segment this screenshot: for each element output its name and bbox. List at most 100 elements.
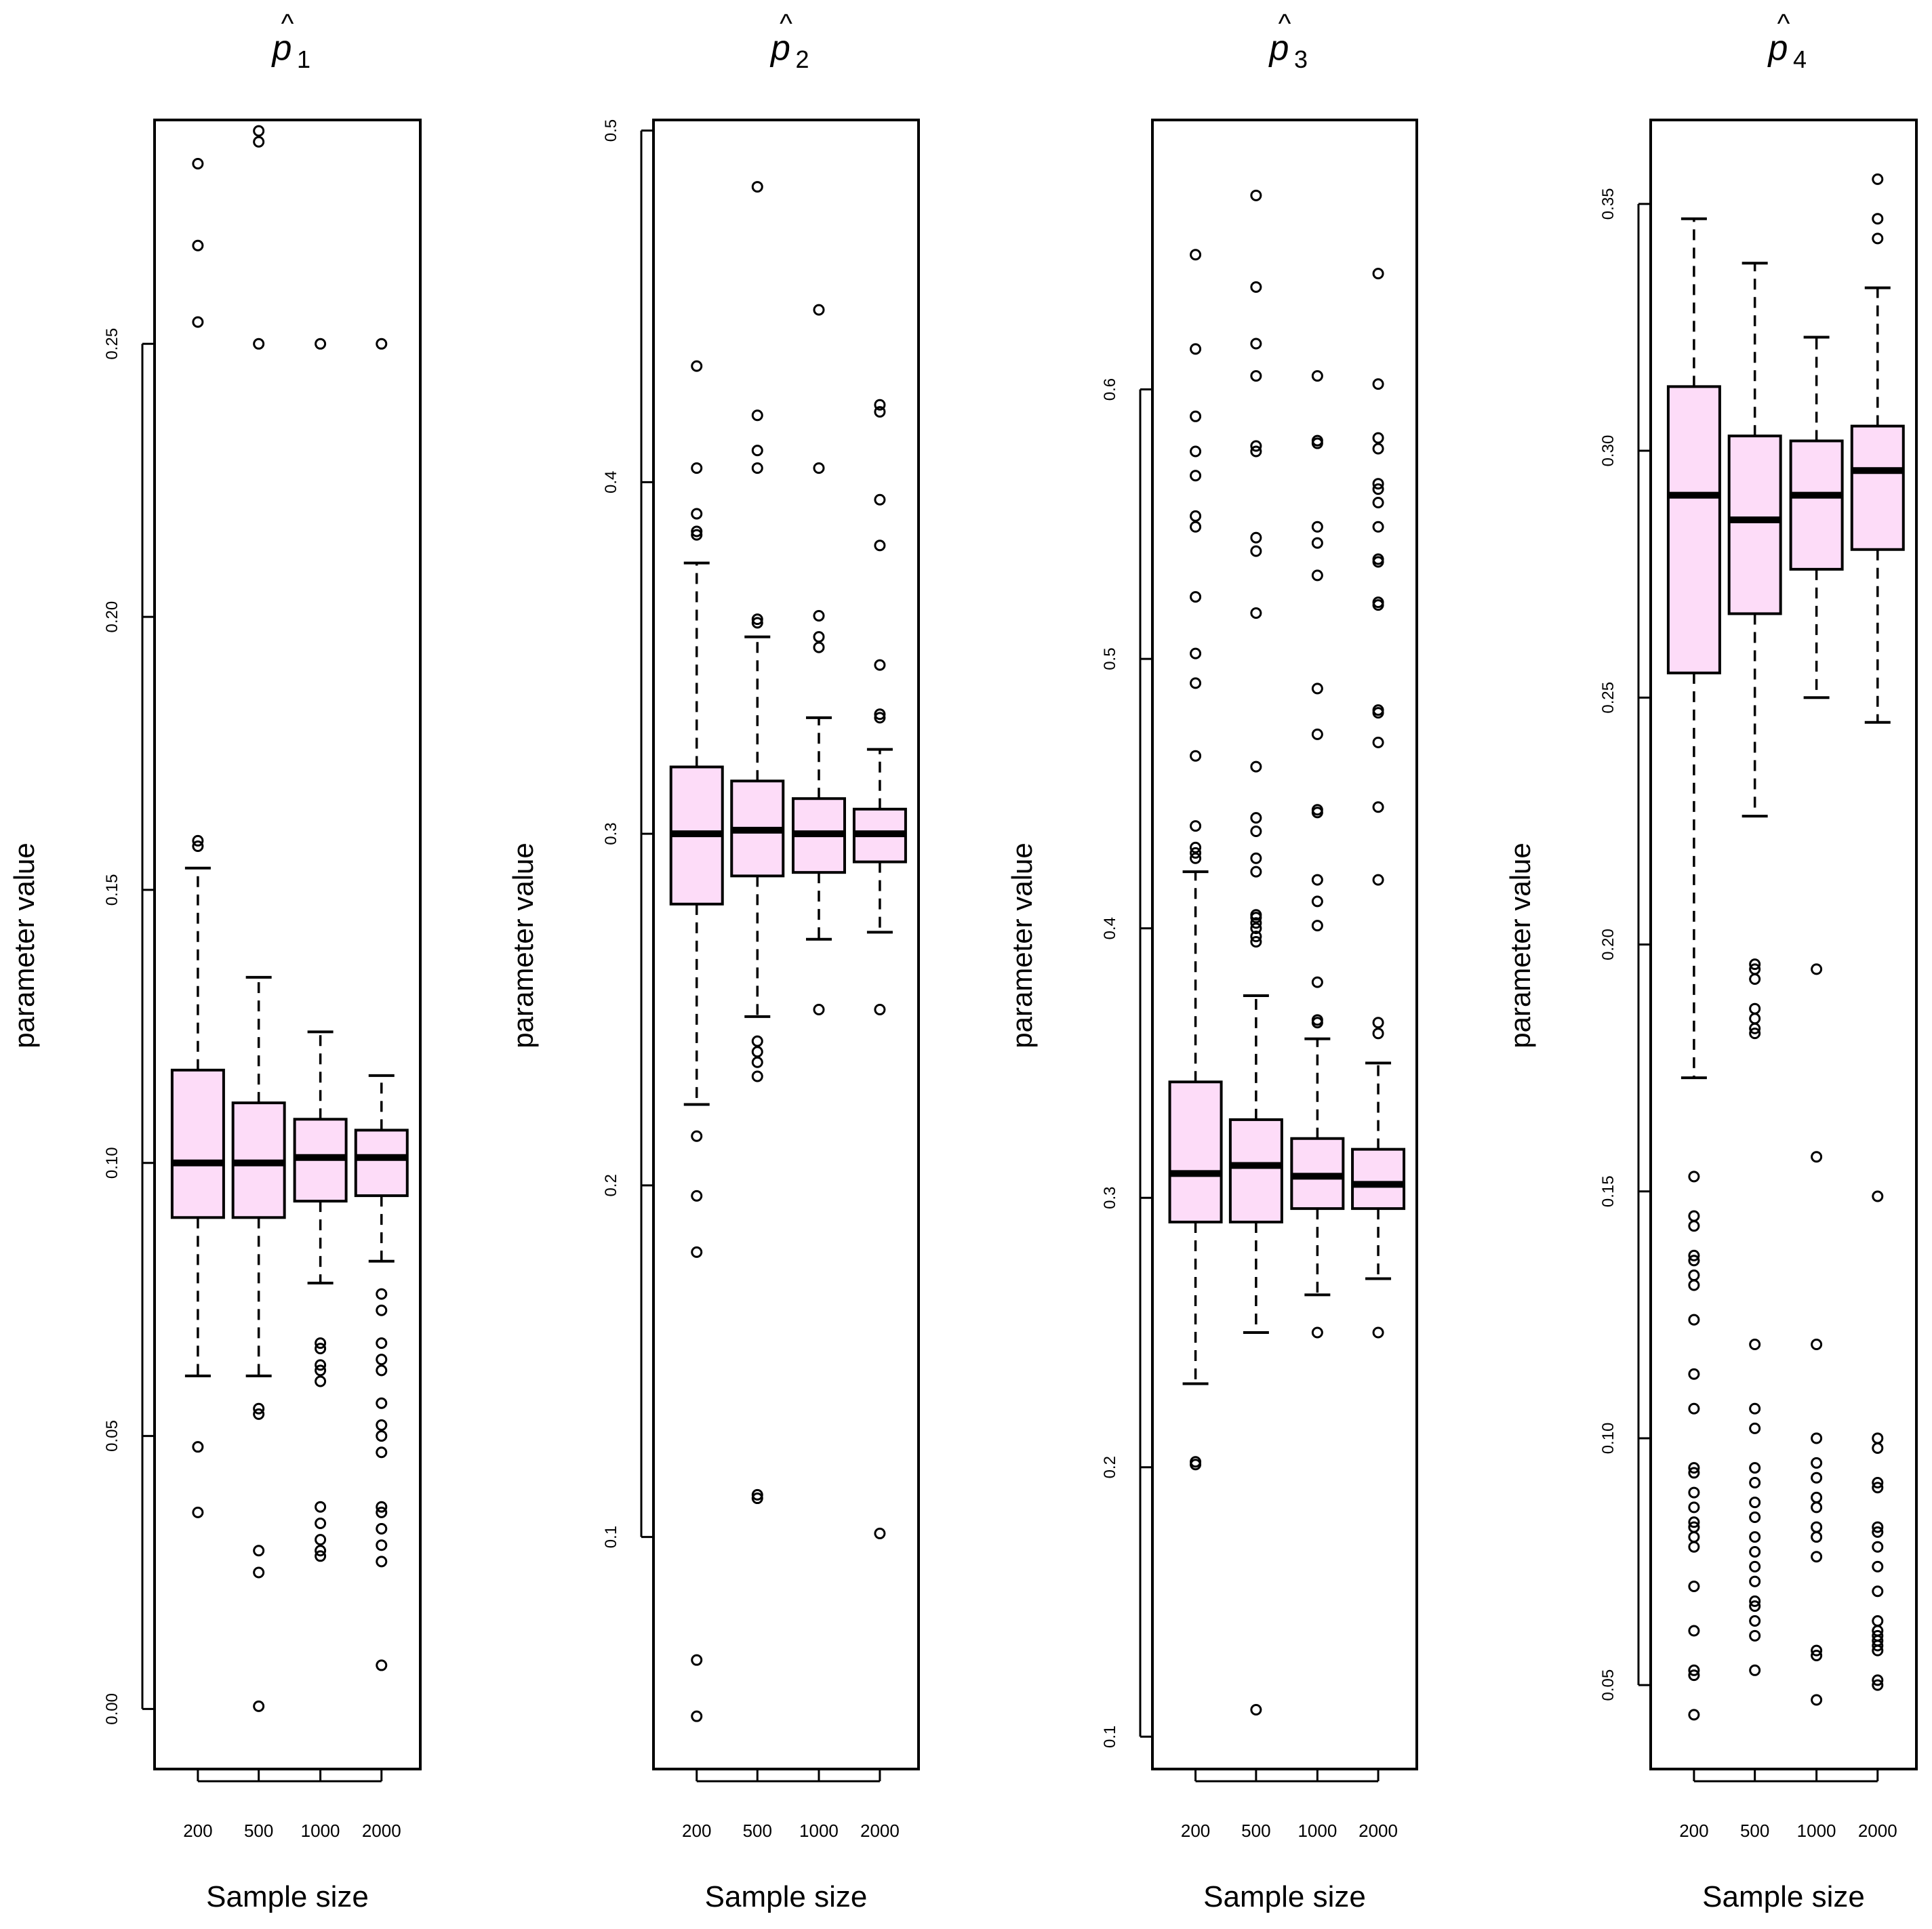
outlier-point [1250,545,1262,557]
outlier-point [874,1527,886,1539]
outlier-point [813,641,825,653]
outlier-point [192,840,204,852]
outlier-point [1250,812,1262,824]
outlier-point [1749,1545,1761,1558]
outlier-point [192,1506,204,1518]
outlier-point [192,834,204,847]
outlier-point [751,617,763,629]
outlier-point [1688,1501,1700,1514]
outlier-point [1749,1531,1761,1543]
plot-frame [652,119,920,1770]
panel-title: p [1767,28,1788,68]
outlier-point [1688,1486,1700,1499]
outlier-point [315,1545,327,1557]
outlier-point [1749,1422,1761,1434]
outlier-point [1190,591,1202,603]
outlier-point [1811,1491,1823,1503]
outlier-point [1811,1339,1823,1351]
plot-frame [153,119,422,1770]
outlier-point [1311,1326,1323,1339]
x-axis-label: Sample size [206,1880,369,1913]
outlier-point [1250,852,1262,864]
outlier-point [253,1545,265,1557]
outlier-point [691,462,703,474]
x-tick-label: 500 [743,1821,772,1841]
y-tick-label: 0.1 [1101,1726,1119,1748]
outlier-point [1688,1249,1700,1261]
outlier-point [1372,1028,1384,1040]
outlier-point [1872,1585,1884,1598]
outlier-point [376,1364,388,1377]
outlier-point [691,529,703,541]
outlier-point [315,1501,327,1513]
outlier-point [1250,338,1262,350]
outlier-point [1688,1531,1700,1543]
y-tick-label: 0.5 [602,119,620,142]
outlier-point [376,1397,388,1409]
outlier-point [1190,510,1202,522]
outlier-point [1872,1432,1884,1444]
outlier-point [1811,1551,1823,1563]
x-tick-label: 200 [1679,1821,1708,1841]
outlier-point [1190,750,1202,762]
outlier-point [253,1566,265,1579]
outlier-point [874,540,886,552]
outlier-point [1872,1521,1884,1533]
outlier-point [1749,1477,1761,1489]
x-axis-label: Sample size [1702,1880,1865,1913]
y-tick-label: 0.30 [1599,435,1617,467]
y-tick-label: 0.4 [602,471,620,493]
outlier-point [1872,1526,1884,1538]
box [1666,385,1721,674]
y-tick-label: 0.5 [1101,647,1119,670]
outlier-point [1872,213,1884,225]
outlier-point [874,399,886,411]
outlier-point [1190,521,1202,533]
outlier-point [1250,760,1262,773]
x-tick-label: 2000 [362,1821,401,1841]
outlier-point [1749,1615,1761,1627]
outlier-point [691,1130,703,1142]
outlier-point [751,1046,763,1058]
outlier-point [1190,647,1202,659]
outlier-point [691,508,703,520]
y-tick-label: 0.1 [602,1526,620,1548]
outlier-point [376,338,388,350]
outlier-point [1688,1467,1700,1479]
outlier-point [376,1501,388,1513]
y-axis-label: parameter value [1504,842,1536,1049]
outlier-point [253,338,265,350]
outlier-point [874,712,886,724]
outlier-point [1749,1462,1761,1474]
outlier-point [1372,478,1384,490]
x-tick-label: 1000 [1797,1821,1836,1841]
panel-title-subscript: 2 [795,45,809,73]
y-tick-label: 0.2 [602,1174,620,1196]
panel-title-subscript: 1 [297,45,310,73]
outlier-point [1749,958,1761,971]
outlier-point [813,1003,825,1015]
panel-title-subscript: 3 [1294,45,1308,73]
x-tick-label: 2000 [1858,1821,1897,1841]
outlier-point [376,1539,388,1551]
outlier-point [1688,1279,1700,1291]
outlier-point [1872,173,1884,185]
outlier-point [1811,1457,1823,1469]
outlier-point [192,157,204,169]
outlier-point [1811,1151,1823,1163]
outlier-point [1372,268,1384,280]
outlier-point [1688,1368,1700,1380]
outlier-point [751,1035,763,1047]
outlier-point [1749,1022,1761,1034]
outlier-point [376,1304,388,1316]
outlier-point [751,1056,763,1068]
x-tick-label: 200 [183,1821,212,1841]
outlier-point [315,1517,327,1529]
panel-title-hat: ^ [780,9,792,39]
x-tick-label: 1000 [799,1821,839,1841]
outlier-point [1311,807,1323,819]
outlier-point [1811,963,1823,975]
outlier-point [1872,1640,1884,1652]
outlier-point [376,1659,388,1671]
outlier-point [376,1430,388,1442]
